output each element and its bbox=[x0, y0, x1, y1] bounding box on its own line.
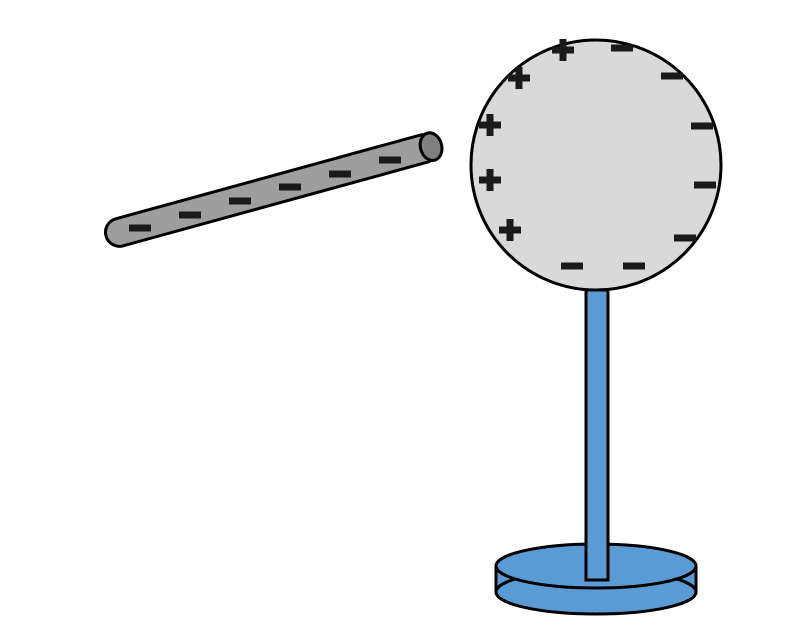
minus-charge-icon bbox=[661, 73, 683, 80]
electrostatic-induction-diagram bbox=[0, 0, 800, 639]
minus-charge-icon bbox=[611, 45, 633, 52]
minus-charge-icon bbox=[623, 263, 645, 270]
minus-charge-icon bbox=[229, 198, 251, 205]
minus-charge-icon bbox=[329, 171, 351, 178]
minus-charge-icon bbox=[691, 123, 713, 130]
minus-charge-icon bbox=[379, 157, 401, 164]
minus-charge-icon bbox=[561, 263, 583, 270]
minus-charge-icon bbox=[179, 212, 201, 219]
minus-charge-icon bbox=[694, 182, 716, 189]
minus-charge-icon bbox=[129, 225, 151, 232]
minus-charge-icon bbox=[279, 184, 301, 191]
minus-charge-icon bbox=[674, 235, 696, 242]
